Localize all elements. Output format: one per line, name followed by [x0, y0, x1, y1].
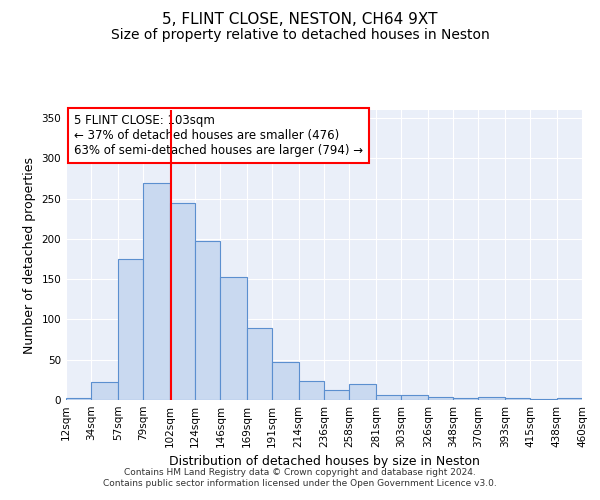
Text: 5 FLINT CLOSE: 103sqm
← 37% of detached houses are smaller (476)
63% of semi-det: 5 FLINT CLOSE: 103sqm ← 37% of detached …	[74, 114, 363, 158]
Bar	[349, 384, 376, 400]
Bar	[118, 259, 143, 400]
Bar	[272, 362, 299, 400]
X-axis label: Distribution of detached houses by size in Neston: Distribution of detached houses by size …	[169, 456, 479, 468]
Bar	[91, 382, 118, 400]
Bar	[505, 398, 530, 400]
Bar	[401, 395, 428, 400]
Bar	[557, 398, 582, 400]
Text: Size of property relative to detached houses in Neston: Size of property relative to detached ho…	[110, 28, 490, 42]
Text: 5, FLINT CLOSE, NESTON, CH64 9XT: 5, FLINT CLOSE, NESTON, CH64 9XT	[162, 12, 438, 28]
Bar	[478, 397, 505, 400]
Bar	[428, 397, 453, 400]
Bar	[195, 242, 220, 400]
Text: Contains HM Land Registry data © Crown copyright and database right 2024.
Contai: Contains HM Land Registry data © Crown c…	[103, 468, 497, 487]
Bar	[453, 398, 478, 400]
Bar	[143, 182, 170, 400]
Bar	[66, 398, 91, 400]
Bar	[220, 277, 247, 400]
Y-axis label: Number of detached properties: Number of detached properties	[23, 156, 36, 354]
Bar	[324, 390, 349, 400]
Bar	[376, 395, 401, 400]
Bar	[170, 202, 195, 400]
Bar	[247, 328, 272, 400]
Bar	[530, 399, 557, 400]
Bar	[299, 380, 324, 400]
